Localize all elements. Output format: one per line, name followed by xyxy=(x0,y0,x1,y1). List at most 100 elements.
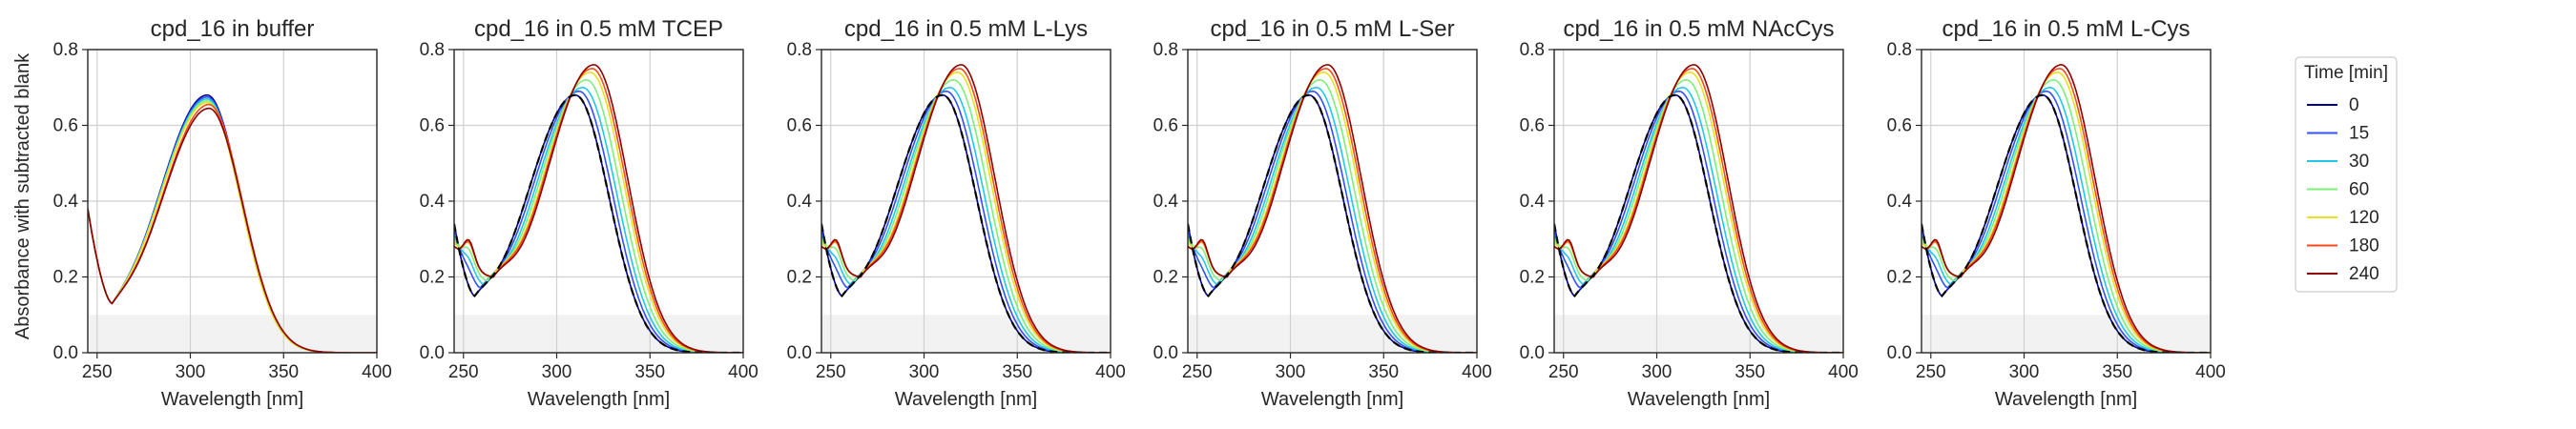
legend-label-60: 60 xyxy=(2349,180,2369,200)
series-line-180min xyxy=(1188,68,1477,353)
y-tick-label: 0.2 xyxy=(787,268,812,288)
series-line-240min xyxy=(821,64,1111,353)
x-tick-label: 250 xyxy=(82,362,113,382)
y-tick-label: 0.6 xyxy=(1520,116,1545,136)
x-tick-label: 300 xyxy=(909,362,940,382)
y-tick-label: 0.2 xyxy=(53,268,78,288)
legend-label-0: 0 xyxy=(2349,95,2359,115)
axes-frame xyxy=(1187,49,1478,354)
x-tick-label: 300 xyxy=(1642,362,1672,382)
legend-label-30: 30 xyxy=(2349,152,2369,172)
background-band xyxy=(454,315,743,353)
series-line-60min xyxy=(1188,78,1477,353)
x-axis-label: Wavelength [nm] xyxy=(895,389,1037,410)
y-tick-label: 0.4 xyxy=(53,192,79,212)
y-tick-label: 0.6 xyxy=(53,116,78,136)
x-tick-label: 400 xyxy=(1095,362,1126,382)
series-line-15min xyxy=(1188,90,1477,353)
legend-label-240: 240 xyxy=(2349,264,2379,284)
x-tick-label: 350 xyxy=(1735,362,1765,382)
x-axis-label: Wavelength [nm] xyxy=(1628,389,1770,410)
y-tick-label: 0.4 xyxy=(1520,192,1546,212)
series-line-60min xyxy=(1922,78,2211,353)
series-group xyxy=(821,64,1111,353)
background-band xyxy=(88,315,377,353)
y-tick-label: 0.8 xyxy=(1887,40,1912,60)
x-tick-label: 350 xyxy=(268,362,299,382)
x-tick-label: 250 xyxy=(816,362,846,382)
panel-title: cpd_16 in 0.5 mM TCEP xyxy=(474,16,723,42)
series-line-180min xyxy=(1922,68,2211,353)
panel-1: 250 300 350 400 0.0 0.2 0.4 0.6 0.8 cpd_16 in buf… xyxy=(53,16,392,410)
x-tick-label: 400 xyxy=(2195,362,2226,382)
series-line-30min xyxy=(454,86,743,353)
panel-2: 250 300 350 400 0.0 0.2 0.4 0.6 0.8 cpd_16 in 0.5… xyxy=(420,16,758,410)
series-line-60min xyxy=(821,78,1111,353)
x-axis-label: Wavelength [nm] xyxy=(1261,389,1403,410)
x-tick-label: 300 xyxy=(176,362,206,382)
y-tick-label: 0.2 xyxy=(1887,268,1912,288)
series-group xyxy=(1554,64,1843,353)
series-line-30min xyxy=(1922,86,2211,353)
x-tick-label: 350 xyxy=(634,362,665,382)
series-line-15min xyxy=(821,90,1111,353)
legend-label-120: 120 xyxy=(2349,208,2379,228)
y-tick-label: 0.8 xyxy=(53,40,78,60)
axes-frame xyxy=(1921,49,2212,354)
series-group xyxy=(88,93,377,353)
y-axis-label: Absorbance with subtracted blank xyxy=(12,52,33,339)
series-line-60min xyxy=(1554,78,1843,353)
y-tick-label: 0.0 xyxy=(1153,343,1178,363)
y-tick-label: 0.0 xyxy=(1887,343,1912,363)
x-tick-label: 250 xyxy=(1548,362,1579,382)
series-line-30min xyxy=(88,97,377,353)
y-tick-label: 0.8 xyxy=(1520,40,1545,60)
legend-label-15: 15 xyxy=(2349,124,2369,144)
series-line-30min xyxy=(1188,86,1477,353)
series-line-180min xyxy=(1554,68,1843,353)
series-line-240min xyxy=(1922,64,2211,353)
y-tick-label: 0.2 xyxy=(420,268,445,288)
legend: Time [min] 0 15 30 60 120 180 240 xyxy=(2295,56,2398,293)
panel-3: 250 300 350 400 0.0 0.2 0.4 0.6 0.8 cpd_16 in 0.5… xyxy=(787,16,1126,410)
x-tick-label: 350 xyxy=(2102,362,2132,382)
series-group xyxy=(454,64,743,353)
x-tick-label: 400 xyxy=(362,362,392,382)
y-tick-label: 0.0 xyxy=(787,343,812,363)
axes-frame xyxy=(1553,49,1844,354)
x-axis-label: Wavelength [nm] xyxy=(1995,389,2137,410)
x-tick-label: 400 xyxy=(728,362,758,382)
series-line-60min xyxy=(454,78,743,353)
panels-group: 250 300 350 400 0.0 0.2 0.4 0.6 0.8 cpd_16 in buf… xyxy=(53,16,2226,410)
series-line-180min xyxy=(821,68,1111,353)
legend-box xyxy=(2295,56,2398,293)
x-tick-label: 300 xyxy=(2009,362,2040,382)
x-tick-label: 400 xyxy=(1462,362,1492,382)
series-line-240min xyxy=(1554,64,1843,353)
y-tick-label: 0.4 xyxy=(420,192,446,212)
x-tick-label: 300 xyxy=(1276,362,1306,382)
x-tick-label: 350 xyxy=(1368,362,1399,382)
series-line-15min xyxy=(1922,90,2211,353)
y-tick-label: 0.6 xyxy=(1153,116,1178,136)
x-axis-label: Wavelength [nm] xyxy=(528,389,670,410)
y-tick-label: 0.6 xyxy=(787,116,812,136)
background-band xyxy=(1554,315,1843,353)
series-line-0min xyxy=(88,93,377,353)
series-line-180min xyxy=(454,68,743,353)
panel-title: cpd_16 in buffer xyxy=(151,16,315,42)
y-tick-label: 0.0 xyxy=(420,343,445,363)
series-line-15min xyxy=(88,95,377,353)
y-tick-label: 0.8 xyxy=(420,40,445,60)
x-tick-label: 250 xyxy=(1916,362,1946,382)
background-band xyxy=(821,315,1111,353)
y-tick-label: 0.0 xyxy=(1520,343,1545,363)
panel-title: cpd_16 in 0.5 mM NAcCys xyxy=(1563,16,1834,42)
axes-frame xyxy=(87,49,378,354)
panel-title: cpd_16 in 0.5 mM L-Lys xyxy=(844,16,1088,42)
y-tick-label: 0.0 xyxy=(53,343,78,363)
x-tick-label: 250 xyxy=(448,362,479,382)
x-tick-label: 350 xyxy=(1002,362,1032,382)
x-tick-label: 250 xyxy=(1182,362,1213,382)
x-tick-label: 400 xyxy=(1828,362,1859,382)
